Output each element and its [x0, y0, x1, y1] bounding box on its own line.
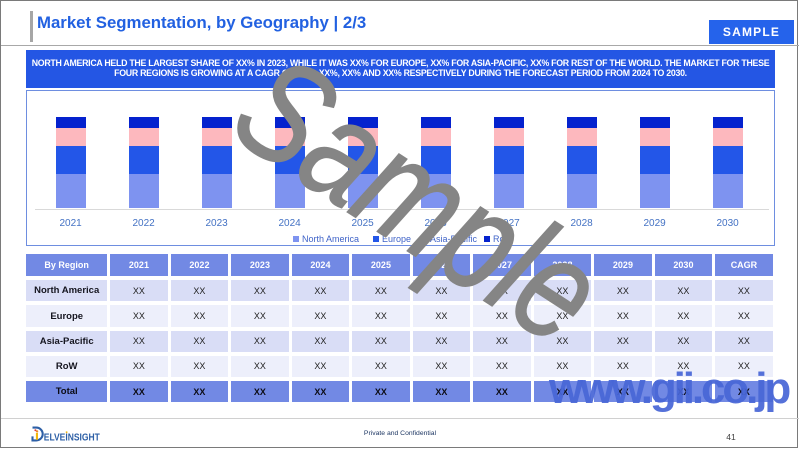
- svg-text:ELVEINSIGHT: ELVEINSIGHT: [44, 432, 100, 443]
